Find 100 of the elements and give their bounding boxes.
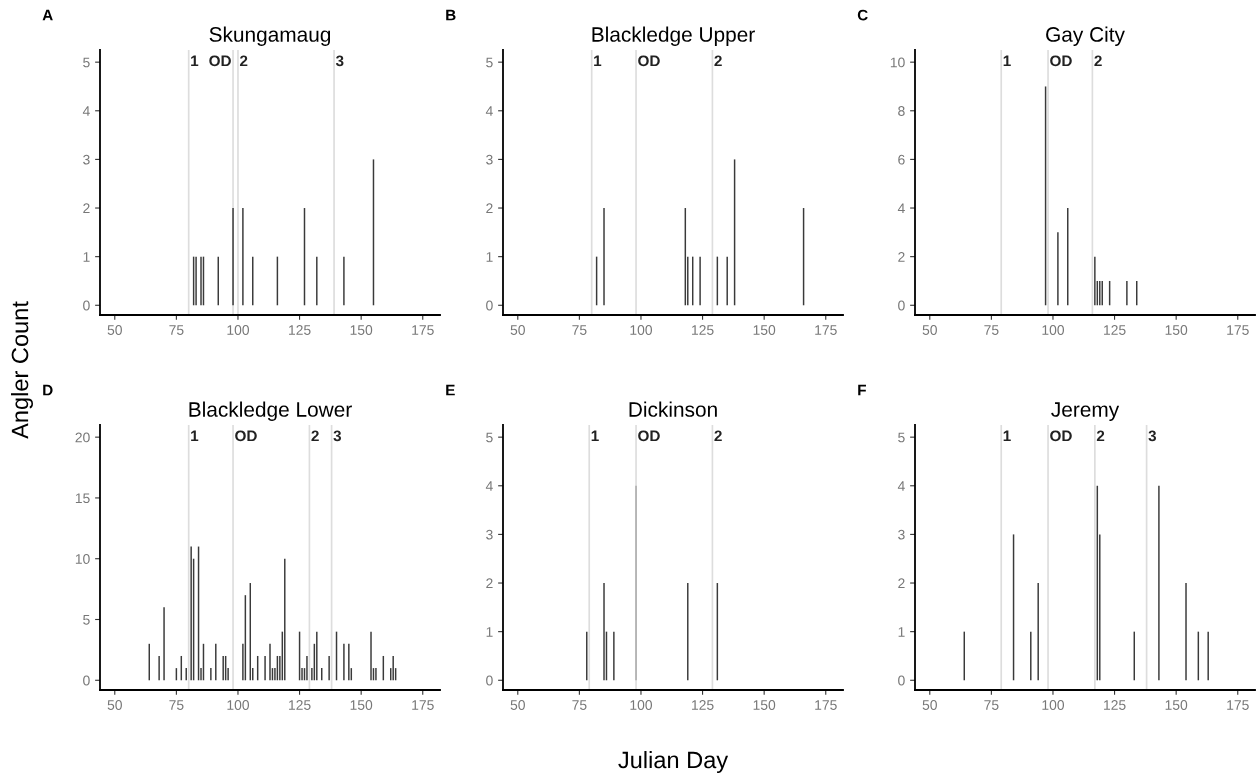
text: E — [446, 384, 455, 396]
annotation: 1 — [594, 55, 602, 67]
text: B — [446, 9, 456, 21]
x-tick-label: 175 — [412, 325, 434, 335]
x-tick-label: 50 — [107, 325, 122, 335]
annotation: 1 — [1003, 55, 1011, 67]
y-tick-label: 2 — [83, 203, 90, 214]
y-tick-label: 2 — [898, 578, 905, 589]
y-tick-label: 0 — [898, 300, 905, 311]
annotation: 1 — [191, 430, 199, 442]
chart-title: Blackledge Lower — [189, 401, 352, 421]
y-tick-label: 3 — [898, 529, 905, 540]
y-tick-label: 0 — [83, 300, 90, 311]
annotation: 2 — [714, 430, 722, 442]
annotation: 3 — [333, 430, 342, 442]
text: C — [857, 9, 868, 21]
y-tick-label: 5 — [83, 57, 90, 68]
y-tick-label: 3 — [486, 154, 493, 165]
y-axis-title: Angler Count — [11, 301, 33, 439]
x-axis-title: Julian Day — [618, 750, 729, 774]
chart-title: Jeremy — [1051, 402, 1120, 421]
x-tick-label: 100 — [1042, 700, 1065, 710]
annotation: 2 — [1096, 430, 1105, 442]
x-tick-label: 150 — [350, 325, 373, 335]
x-tick-label: 125 — [1104, 325, 1126, 335]
y-tick-label: 5 — [486, 432, 493, 443]
y-tick-label: 3 — [486, 529, 493, 540]
y-tick-label: 10 — [890, 57, 905, 68]
text: F — [858, 384, 866, 396]
y-tick-label: 4 — [897, 203, 905, 214]
y-tick-label: 4 — [485, 106, 493, 116]
x-tick-label: 150 — [1165, 325, 1188, 335]
annotation: 1 — [191, 55, 199, 67]
chart-title: Dickinson — [629, 401, 717, 417]
x-tick-label: 75 — [572, 700, 587, 710]
y-tick-label: 2 — [486, 578, 493, 589]
y-tick-label: 1 — [486, 627, 493, 637]
text: A — [42, 9, 53, 21]
y-tick-label: 5 — [486, 57, 493, 68]
annotation: OD — [235, 430, 257, 442]
x-tick-label: 100 — [227, 325, 250, 335]
annotation: 2 — [714, 55, 722, 67]
x-tick-label: 50 — [922, 700, 937, 710]
x-tick-label: 125 — [289, 700, 311, 710]
x-tick-label: 150 — [1165, 700, 1188, 710]
x-tick-label: 125 — [289, 325, 311, 335]
chart-title: Skungamaug — [209, 26, 331, 46]
y-tick-label: 1 — [898, 627, 905, 637]
annotation: OD — [638, 430, 660, 442]
y-tick-label: 2 — [486, 203, 493, 214]
y-tick-label: 4 — [82, 106, 90, 116]
y-tick-label: 0 — [486, 675, 493, 686]
x-tick-label: 125 — [692, 700, 714, 710]
x-tick-label: 125 — [1104, 700, 1126, 710]
x-tick-label: 75 — [984, 325, 999, 335]
x-tick-label: 125 — [692, 325, 714, 335]
y-tick-label: 0 — [486, 300, 493, 311]
x-tick-label: 50 — [510, 325, 525, 335]
x-tick-label: 175 — [412, 700, 434, 710]
y-tick-label: 0 — [83, 675, 90, 686]
y-tick-label: 20 — [75, 432, 90, 443]
annotation: 3 — [335, 55, 344, 67]
x-tick-label: 50 — [107, 700, 122, 710]
y-tick-label: 1 — [486, 252, 493, 262]
y-tick-label: 1 — [83, 252, 90, 262]
x-tick-label: 100 — [1042, 325, 1065, 335]
text: D — [43, 384, 53, 396]
annotation: OD — [1050, 55, 1072, 67]
x-tick-label: 175 — [815, 700, 837, 710]
annotation: 2 — [239, 55, 248, 67]
x-tick-label: 75 — [169, 325, 184, 335]
x-tick-label: 75 — [572, 325, 587, 335]
y-tick-label: 3 — [83, 154, 90, 165]
annotation: OD — [209, 55, 231, 67]
x-tick-label: 175 — [815, 325, 837, 335]
x-tick-label: 175 — [1227, 700, 1249, 710]
x-tick-label: 175 — [1227, 325, 1249, 335]
y-tick-label: 0 — [898, 675, 905, 686]
x-tick-label: 50 — [922, 325, 937, 335]
y-tick-label: 4 — [897, 481, 905, 491]
chart-title: Blackledge Upper — [592, 26, 755, 46]
x-tick-label: 100 — [227, 700, 250, 710]
annotation: OD — [1050, 430, 1072, 442]
annotation: 2 — [311, 430, 319, 442]
x-tick-label: 150 — [753, 325, 776, 335]
x-tick-label: 100 — [630, 325, 653, 335]
annotation: 1 — [591, 430, 599, 442]
x-tick-label: 75 — [984, 700, 999, 710]
y-tick-label: 5 — [83, 614, 90, 625]
y-tick-label: 5 — [898, 432, 905, 443]
annotation: 1 — [1003, 430, 1011, 442]
x-tick-label: 150 — [753, 700, 776, 710]
chart-title: Gay City — [1046, 26, 1125, 46]
x-tick-label: 75 — [169, 700, 184, 710]
x-tick-label: 150 — [350, 700, 373, 710]
x-tick-label: 100 — [630, 700, 653, 710]
annotation: 2 — [1094, 55, 1102, 67]
y-tick-label: 15 — [75, 493, 90, 504]
y-tick-label: 8 — [898, 106, 905, 116]
y-tick-label: 6 — [898, 154, 905, 165]
